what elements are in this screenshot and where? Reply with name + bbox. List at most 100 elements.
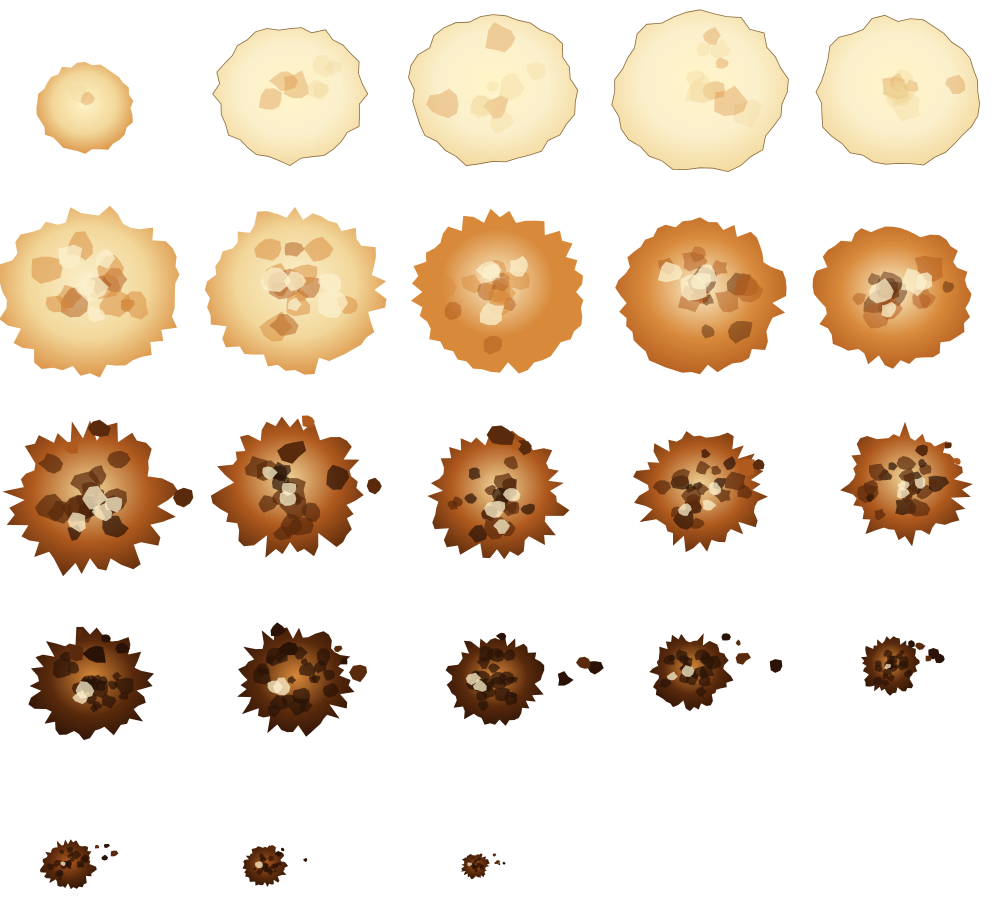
flame-mottle	[267, 703, 281, 717]
flame-mottle	[686, 674, 699, 686]
explosion-frame-17	[237, 622, 368, 737]
flame-mottle	[504, 271, 531, 291]
flame-highlight	[708, 482, 722, 496]
flame-mottle	[477, 700, 489, 711]
flame-mottle	[470, 95, 492, 117]
debris-fragment	[934, 653, 945, 664]
debris-fragment	[576, 656, 591, 669]
flame-highlight	[67, 512, 86, 533]
flame-mottle	[253, 867, 257, 871]
debris-fragment	[752, 459, 765, 470]
flame-mottle	[852, 293, 867, 306]
flame-mottle	[919, 293, 932, 308]
flame-mottle	[468, 467, 481, 480]
flame-highlight	[260, 267, 292, 292]
flame-mottle	[283, 70, 309, 99]
flame-mottle	[471, 862, 476, 866]
flame-mottle	[928, 479, 938, 488]
flame-mottle	[468, 524, 488, 543]
explosion-frame-3	[408, 14, 579, 167]
flame-mottle	[256, 868, 264, 875]
flame-mottle	[80, 91, 95, 106]
flame-mottle	[477, 862, 481, 866]
flame-mottle	[473, 864, 477, 868]
debris-fragment	[333, 645, 343, 653]
flame-mottle	[894, 68, 916, 91]
flame-mottle	[652, 480, 672, 495]
flame-mottle	[883, 679, 890, 687]
flame-mottle	[899, 649, 905, 656]
flame-mottle	[724, 471, 746, 491]
explosion-frame-19	[649, 633, 783, 712]
explosion-frame-8	[411, 208, 584, 374]
flame-mottle	[908, 498, 931, 517]
flame-mottle	[733, 276, 764, 303]
flame-mottle	[490, 672, 508, 686]
debris-fragment	[502, 861, 506, 865]
debris-fragment	[279, 641, 299, 656]
explosion-frame-21	[40, 839, 119, 890]
flame-mottle	[283, 83, 298, 95]
flame-mottle	[471, 858, 474, 861]
debris-fragment	[915, 642, 926, 650]
flame-highlight	[702, 499, 717, 511]
debris-fragment	[270, 622, 287, 637]
flame-mottle	[893, 92, 921, 122]
flame-mottle	[869, 463, 889, 481]
debris-fragment	[914, 444, 928, 457]
debris-fragment	[95, 844, 100, 849]
flame-mottle	[888, 655, 898, 664]
flame-mottle	[472, 856, 475, 859]
flame-mottle	[287, 676, 297, 684]
explosion-frame-6	[0, 205, 180, 378]
flame-mottle	[892, 83, 905, 97]
flame-mottle	[671, 468, 690, 487]
flame-highlight	[657, 261, 683, 283]
flame-highlight	[690, 272, 712, 290]
flame-mottle	[326, 464, 350, 490]
flame-mottle	[55, 869, 63, 877]
debris-fragment	[486, 425, 515, 445]
flame-highlight	[884, 663, 891, 670]
flame-mottle	[942, 280, 955, 293]
explosion-body-1	[36, 62, 134, 154]
flame-mottle	[503, 456, 519, 470]
flame-mottle	[681, 485, 702, 505]
debris-fragment	[63, 440, 79, 454]
flame-mottle	[312, 82, 329, 100]
debris-fragment	[701, 448, 711, 459]
flame-mottle	[35, 493, 66, 522]
flame-mottle	[906, 669, 912, 675]
flame-highlight	[677, 503, 692, 516]
debris-fragment	[103, 843, 110, 848]
explosion-body-2	[212, 27, 369, 167]
flame-mottle	[272, 863, 279, 870]
flame-mottle	[254, 238, 282, 261]
flame-mottle	[264, 867, 269, 871]
flame-mottle	[476, 857, 481, 861]
flame-highlight	[914, 476, 926, 489]
flame-highlight	[74, 278, 96, 296]
flame-mottle	[696, 483, 710, 495]
flame-mottle	[59, 849, 64, 855]
flame-mottle	[118, 692, 129, 700]
explosion-body-5	[815, 14, 981, 166]
flame-mottle	[269, 313, 299, 336]
flame-mottle	[882, 667, 893, 677]
flame-mottle	[244, 456, 268, 478]
flame-mottle	[114, 677, 134, 695]
flame-mottle	[37, 453, 64, 474]
flame-highlight	[482, 263, 501, 279]
flame-mottle	[511, 676, 518, 683]
flame-mottle	[711, 259, 728, 276]
flame-mottle	[58, 876, 62, 881]
flame-mottle	[99, 291, 133, 318]
explosion-frame-5	[815, 14, 981, 166]
flame-mottle	[486, 81, 499, 92]
flame-mottle	[897, 89, 910, 102]
flame-mottle	[868, 272, 880, 286]
flame-mottle	[71, 850, 82, 860]
debris-fragment	[495, 860, 501, 865]
